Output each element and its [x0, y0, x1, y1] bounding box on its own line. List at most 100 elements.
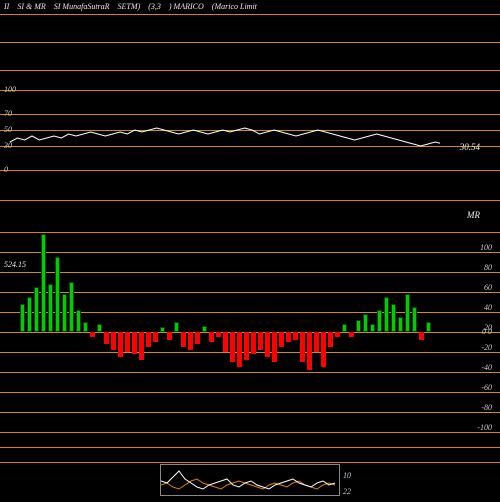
mini-chart: 1022 — [160, 464, 340, 496]
mr-value: 524.15 — [4, 260, 26, 269]
axis-label: -20 — [481, 343, 492, 352]
panel-mr: 100806040200 0-20-40-60-80-100524.15 — [0, 232, 500, 432]
gridline — [0, 447, 500, 448]
header-item: SI MunafaSutraR — [54, 2, 110, 12]
mr-bar — [195, 332, 200, 344]
rsi-value: 30.54 — [460, 142, 480, 152]
mr-bar — [41, 234, 46, 332]
header-item: SI & MR — [17, 2, 45, 12]
mr-bar — [48, 284, 53, 332]
mr-bar — [188, 332, 193, 350]
mr-bar — [223, 332, 228, 352]
mr-bar — [419, 332, 424, 340]
gridline — [0, 232, 500, 233]
panel-rsi: 100705030030.54 — [0, 90, 500, 170]
axis-label: -40 — [481, 363, 492, 372]
mr-bar — [244, 332, 249, 360]
mr-bar — [258, 332, 263, 350]
axis-label: -60 — [481, 383, 492, 392]
mr-bar — [216, 332, 221, 337]
mr-bar — [300, 332, 305, 362]
gridline — [0, 14, 500, 15]
gridline — [0, 352, 500, 353]
mr-bar — [251, 332, 256, 354]
header-item: II — [4, 2, 9, 12]
mr-bar — [307, 332, 312, 370]
mr-bar — [328, 332, 333, 347]
mr-bar — [181, 332, 186, 347]
axis-label: 100 — [480, 243, 492, 252]
axis-label: -80 — [481, 403, 492, 412]
mr-bar — [125, 332, 130, 352]
mr-bar — [398, 317, 403, 332]
gridline — [0, 42, 500, 43]
mr-bar — [342, 324, 347, 332]
gridline — [0, 70, 500, 71]
header-item: ) MARICO — [169, 2, 204, 12]
header-item: SETM) — [118, 2, 141, 12]
mr-bar — [202, 326, 207, 332]
mr-bar — [62, 294, 67, 332]
mr-bar — [111, 332, 116, 350]
gridline — [0, 272, 500, 273]
mr-bar — [405, 294, 410, 332]
mr-bar — [412, 307, 417, 332]
mr-bar — [209, 332, 214, 342]
mr-bar — [167, 332, 172, 340]
mr-bar — [293, 332, 298, 340]
gridline — [0, 462, 500, 463]
mr-bar — [272, 332, 277, 362]
gridline — [0, 332, 500, 333]
mr-bar — [265, 332, 270, 357]
mr-bar — [76, 310, 81, 332]
mr-bar — [55, 257, 60, 332]
mr-bar — [384, 297, 389, 332]
panel-top — [0, 14, 500, 70]
axis-label: 0 0 — [482, 327, 492, 336]
gridline — [0, 252, 500, 253]
mr-bar — [391, 304, 396, 332]
mr-bar — [83, 322, 88, 332]
mr-bar — [314, 332, 319, 352]
axis-label: -100 — [477, 423, 492, 432]
gridline — [0, 170, 500, 171]
mr-bar — [69, 282, 74, 332]
mr-bar — [426, 322, 431, 332]
gridline — [0, 200, 500, 201]
mr-title: MR — [467, 210, 480, 220]
header-item: (Marico Limit — [212, 2, 257, 12]
mr-bar — [104, 332, 109, 344]
mini-label: 22 — [343, 487, 351, 496]
mr-bar — [153, 332, 158, 342]
mr-bar — [97, 324, 102, 332]
mr-bar — [174, 322, 179, 332]
mr-bar — [335, 332, 340, 337]
gridline — [0, 432, 500, 433]
mr-bar — [90, 332, 95, 337]
mr-bar — [370, 324, 375, 332]
axis-label: 40 — [484, 303, 492, 312]
header-item: (3,3 — [148, 2, 161, 12]
mr-bar — [349, 332, 354, 337]
panel-spacer: MR — [0, 200, 500, 230]
mr-bar — [146, 332, 151, 347]
mr-bar — [279, 332, 284, 347]
mr-bar — [20, 304, 25, 332]
mr-bar — [363, 314, 368, 332]
mr-bar — [139, 332, 144, 360]
mr-bar — [237, 332, 242, 367]
mr-bar — [132, 332, 137, 354]
mr-bar — [34, 287, 39, 332]
mr-bar — [321, 332, 326, 367]
gridline — [0, 412, 500, 413]
panel-bottom: 10 22 — [0, 432, 500, 500]
axis-label: 60 — [484, 283, 492, 292]
gridline — [0, 372, 500, 373]
rsi-line-chart — [0, 90, 440, 170]
mr-bar — [27, 297, 32, 332]
mini-label: 10 — [343, 471, 351, 480]
mr-bar — [377, 310, 382, 332]
axis-label: 80 — [484, 263, 492, 272]
mr-bar — [286, 332, 291, 342]
mr-bar — [230, 332, 235, 362]
